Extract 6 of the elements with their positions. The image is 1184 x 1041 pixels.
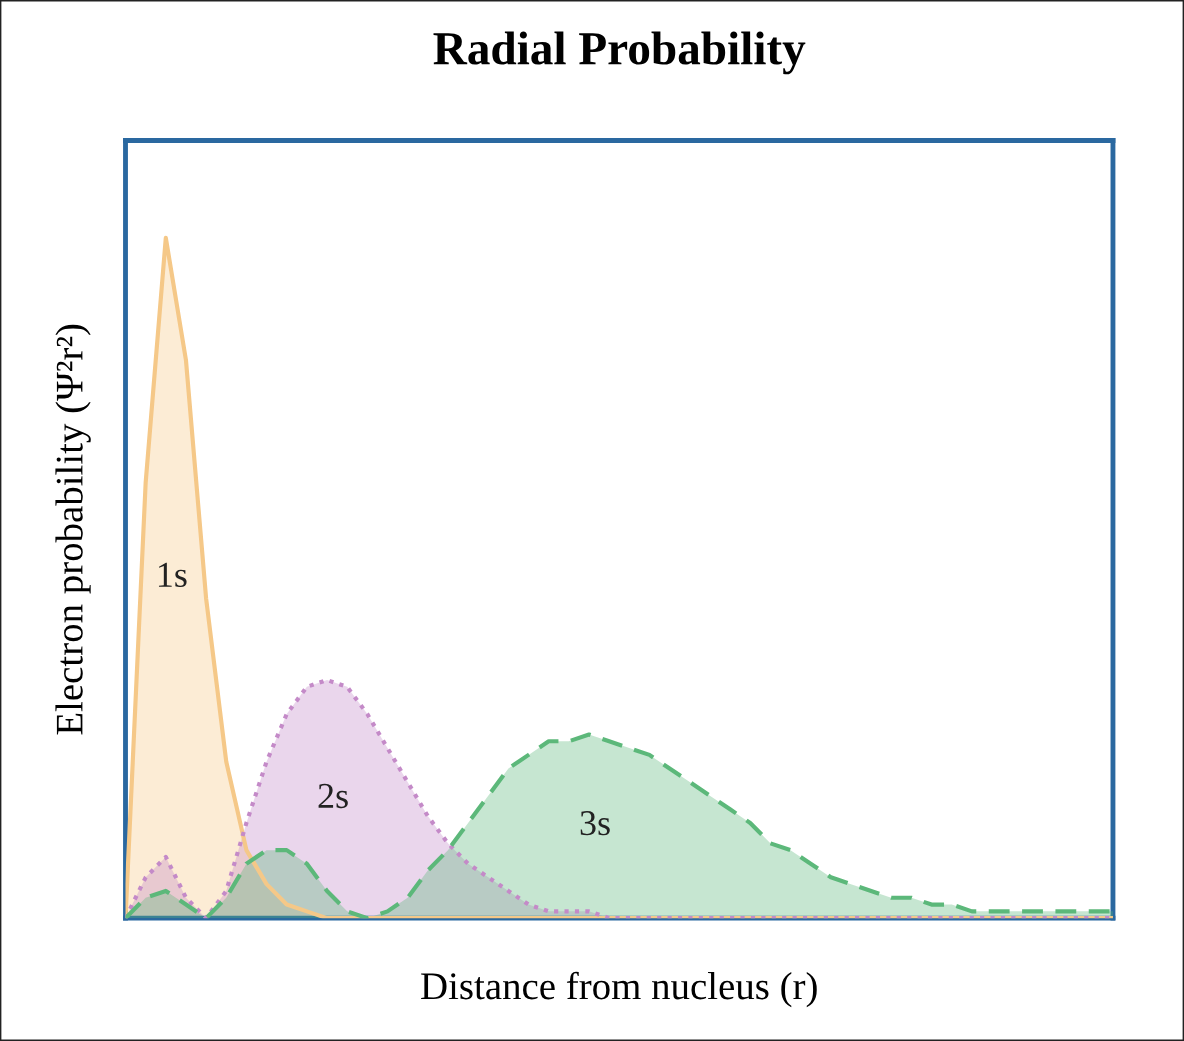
series-label: 2s — [318, 783, 348, 809]
chart-title: Radial Probability — [433, 31, 806, 75]
x-axis-title: Distance from nucleus (r) — [421, 971, 817, 1008]
series-label: 3s — [580, 811, 610, 836]
series-label: 1s — [158, 562, 187, 588]
y-axis-title: Electron probability (Ψ²r²) — [55, 324, 91, 735]
